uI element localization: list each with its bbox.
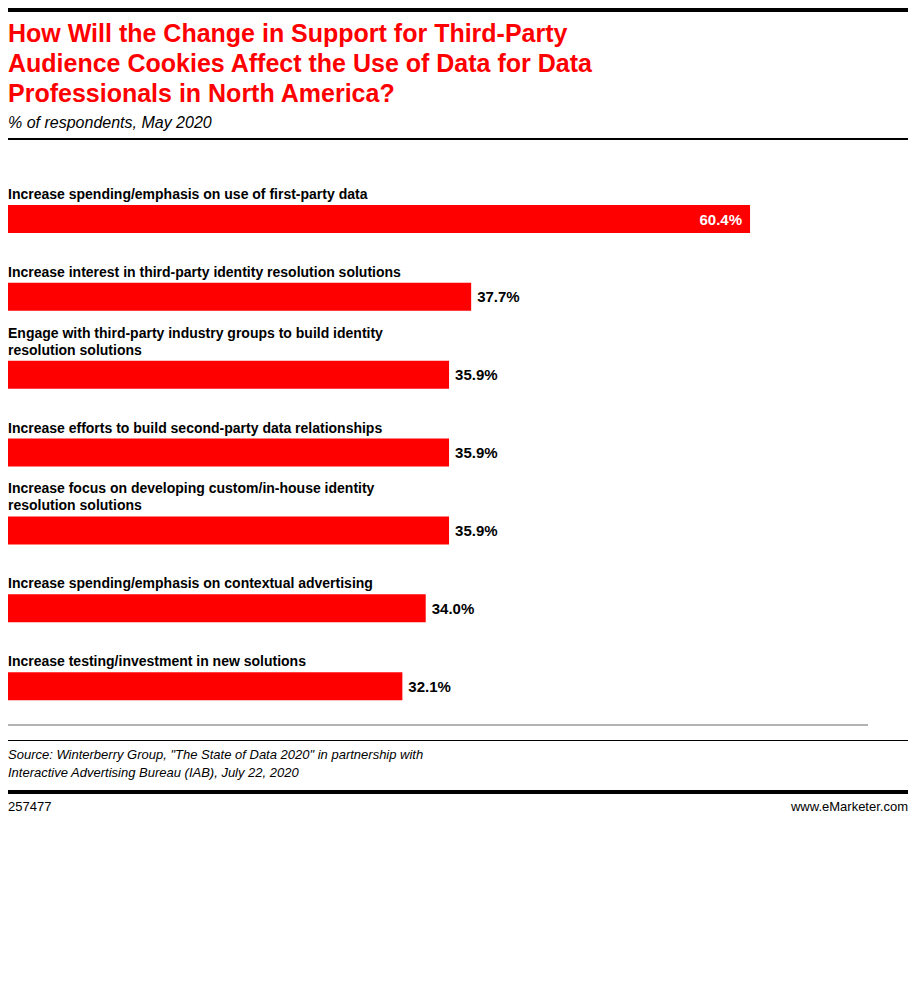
- svg-text:Engage with third-party indust: Engage with third-party industry groups …: [8, 325, 383, 358]
- svg-text:Increase spending/emphasis on: Increase spending/emphasis on use of fir…: [8, 186, 368, 202]
- svg-text:35.9%: 35.9%: [455, 366, 498, 383]
- html-text:How Will the Change in Support: How Will the Change in Support for Third…: [8, 19, 568, 47]
- html-text:Source: Winterberry Group, "Th: Source: Winterberry Group, "The State of…: [8, 747, 424, 762]
- svg-text:60.4%: 60.4%: [700, 211, 743, 228]
- svg-text:Increase efforts to build seco: Increase efforts to build second-party d…: [8, 420, 382, 436]
- svg-text:35.9%: 35.9%: [455, 522, 498, 539]
- html-text:Professionals in North America: Professionals in North America?: [8, 79, 395, 107]
- svg-text:Increase spending/emphasis on: Increase spending/emphasis on contextual…: [8, 575, 373, 591]
- svg-text:35.9%: 35.9%: [455, 444, 498, 461]
- svg-text:Increase testing/investment in: Increase testing/investment in new solut…: [8, 653, 306, 669]
- html-text:www.eMarketer.com: www.eMarketer.com: [791, 799, 908, 814]
- html-text:% of respondents, May 2020: % of respondents, May 2020: [8, 114, 212, 131]
- svg-text:32.1%: 32.1%: [408, 678, 451, 695]
- html-text:257477: 257477: [8, 799, 52, 814]
- svg-text:37.7%: 37.7%: [477, 288, 520, 305]
- svg-text:Increase interest in third-par: Increase interest in third-party identit…: [8, 264, 401, 280]
- html-text:Interactive Advertising Bureau: Interactive Advertising Bureau (IAB), Ju…: [8, 765, 299, 780]
- svg-text:34.0%: 34.0%: [432, 600, 475, 617]
- html-text:Audience Cookies Affect the Us: Audience Cookies Affect the Use of Data …: [8, 49, 592, 77]
- svg-text:Increase focus on developing c: Increase focus on developing custom/in-h…: [8, 480, 375, 513]
